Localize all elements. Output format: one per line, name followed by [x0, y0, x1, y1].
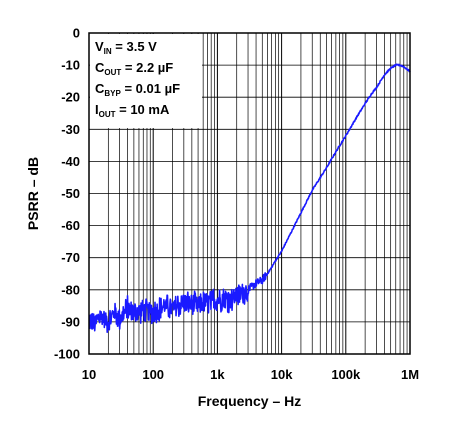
annotation-value: = 0.01 µF — [121, 81, 180, 96]
annotation-background — [90, 34, 202, 128]
y-tick-label: -20 — [61, 90, 80, 105]
x-tick-label: 100 — [142, 367, 164, 382]
y-tick-labels: 0 -10 -20 -30 -40 -50 -60 -70 -80 -90 -100 — [54, 26, 80, 362]
y-tick-label: -10 — [61, 58, 80, 73]
x-tick-label: 1M — [401, 367, 419, 382]
annotation-subscript: OUT — [99, 110, 116, 119]
x-tick-label: 10k — [271, 367, 293, 382]
annotation-value: = 3.5 V — [112, 39, 157, 54]
annotation-line: VIN = 3.5 V — [95, 39, 157, 56]
x-tick-label: 1k — [210, 367, 225, 382]
annotation-line: IOUT = 10 mA — [95, 102, 170, 119]
x-tick-label: 10 — [82, 367, 96, 382]
annotation-value: = 10 mA — [116, 102, 170, 117]
x-tick-label: 100k — [331, 367, 361, 382]
y-tick-label: -40 — [61, 154, 80, 169]
y-tick-label: -30 — [61, 122, 80, 137]
y-tick-label: -60 — [61, 218, 80, 233]
y-axis-label: PSRR – dB — [25, 157, 41, 230]
y-tick-label: -100 — [54, 347, 80, 362]
x-tick-labels: 10 100 1k 10k 100k 1M — [82, 367, 419, 382]
y-tick-label: -50 — [61, 186, 80, 201]
psrr-curve-layer — [88, 63, 411, 334]
annotation-subscript: OUT — [104, 68, 121, 77]
annotation-value: = 2.2 µF — [121, 60, 173, 75]
psrr-series-line — [88, 63, 411, 334]
y-tick-label: -70 — [61, 250, 80, 265]
y-tick-label: 0 — [73, 26, 80, 41]
y-tick-label: -90 — [61, 314, 80, 329]
plot-frame — [88, 32, 411, 355]
annotation-line: CBYP = 0.01 µF — [95, 81, 180, 98]
annotation-symbol: C — [95, 81, 105, 96]
annotation-symbol: I — [95, 102, 99, 117]
x-axis-label: Frequency – Hz — [198, 393, 301, 409]
y-tick-label: -80 — [61, 282, 80, 297]
annotation-symbol: V — [95, 39, 104, 54]
annotation-line: COUT = 2.2 µF — [95, 60, 173, 77]
annotation-symbol: C — [95, 60, 105, 75]
annotation-subscript: BYP — [104, 89, 121, 98]
annotation-subscript: IN — [104, 47, 112, 56]
